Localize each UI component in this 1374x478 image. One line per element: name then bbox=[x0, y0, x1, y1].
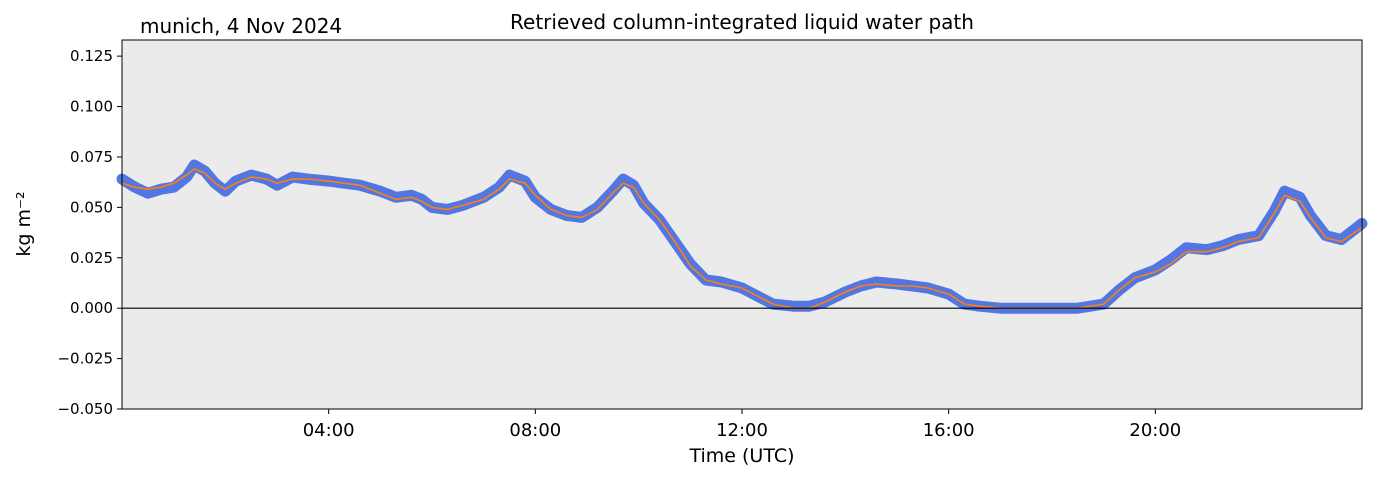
y-tick-label: −0.025 bbox=[57, 350, 113, 368]
smoothed-series bbox=[121, 168, 1363, 310]
y-axis: −0.050 −0.025 0.000 0.025 0.050 0.075 0.100 0.1… bbox=[57, 47, 122, 418]
y-tick-label: 0.075 bbox=[70, 148, 113, 166]
chart-title: Retrieved column-integrated liquid water… bbox=[510, 10, 974, 34]
y-tick-label: 0.100 bbox=[70, 98, 113, 116]
smoothed-series-line bbox=[121, 168, 1363, 310]
y-axis-label: kg m⁻² bbox=[13, 191, 35, 256]
x-tick-label: 20:00 bbox=[1129, 420, 1181, 441]
x-tick-label: 04:00 bbox=[303, 420, 355, 441]
chart-subtitle: munich, 4 Nov 2024 bbox=[140, 14, 342, 38]
y-tick-label: 0.050 bbox=[70, 198, 113, 216]
y-tick-label: 0.025 bbox=[70, 249, 113, 267]
y-tick-label: 0.000 bbox=[70, 299, 113, 317]
y-tick-label: −0.050 bbox=[57, 400, 113, 418]
x-axis: 04:00 08:00 12:00 16:00 20:00 bbox=[303, 409, 1181, 441]
y-tick-label: 0.125 bbox=[70, 47, 113, 65]
x-axis-label: Time (UTC) bbox=[688, 445, 794, 467]
plot-background bbox=[122, 40, 1362, 409]
x-tick-label: 08:00 bbox=[509, 420, 561, 441]
x-tick-label: 16:00 bbox=[923, 420, 975, 441]
x-tick-label: 12:00 bbox=[716, 420, 768, 441]
